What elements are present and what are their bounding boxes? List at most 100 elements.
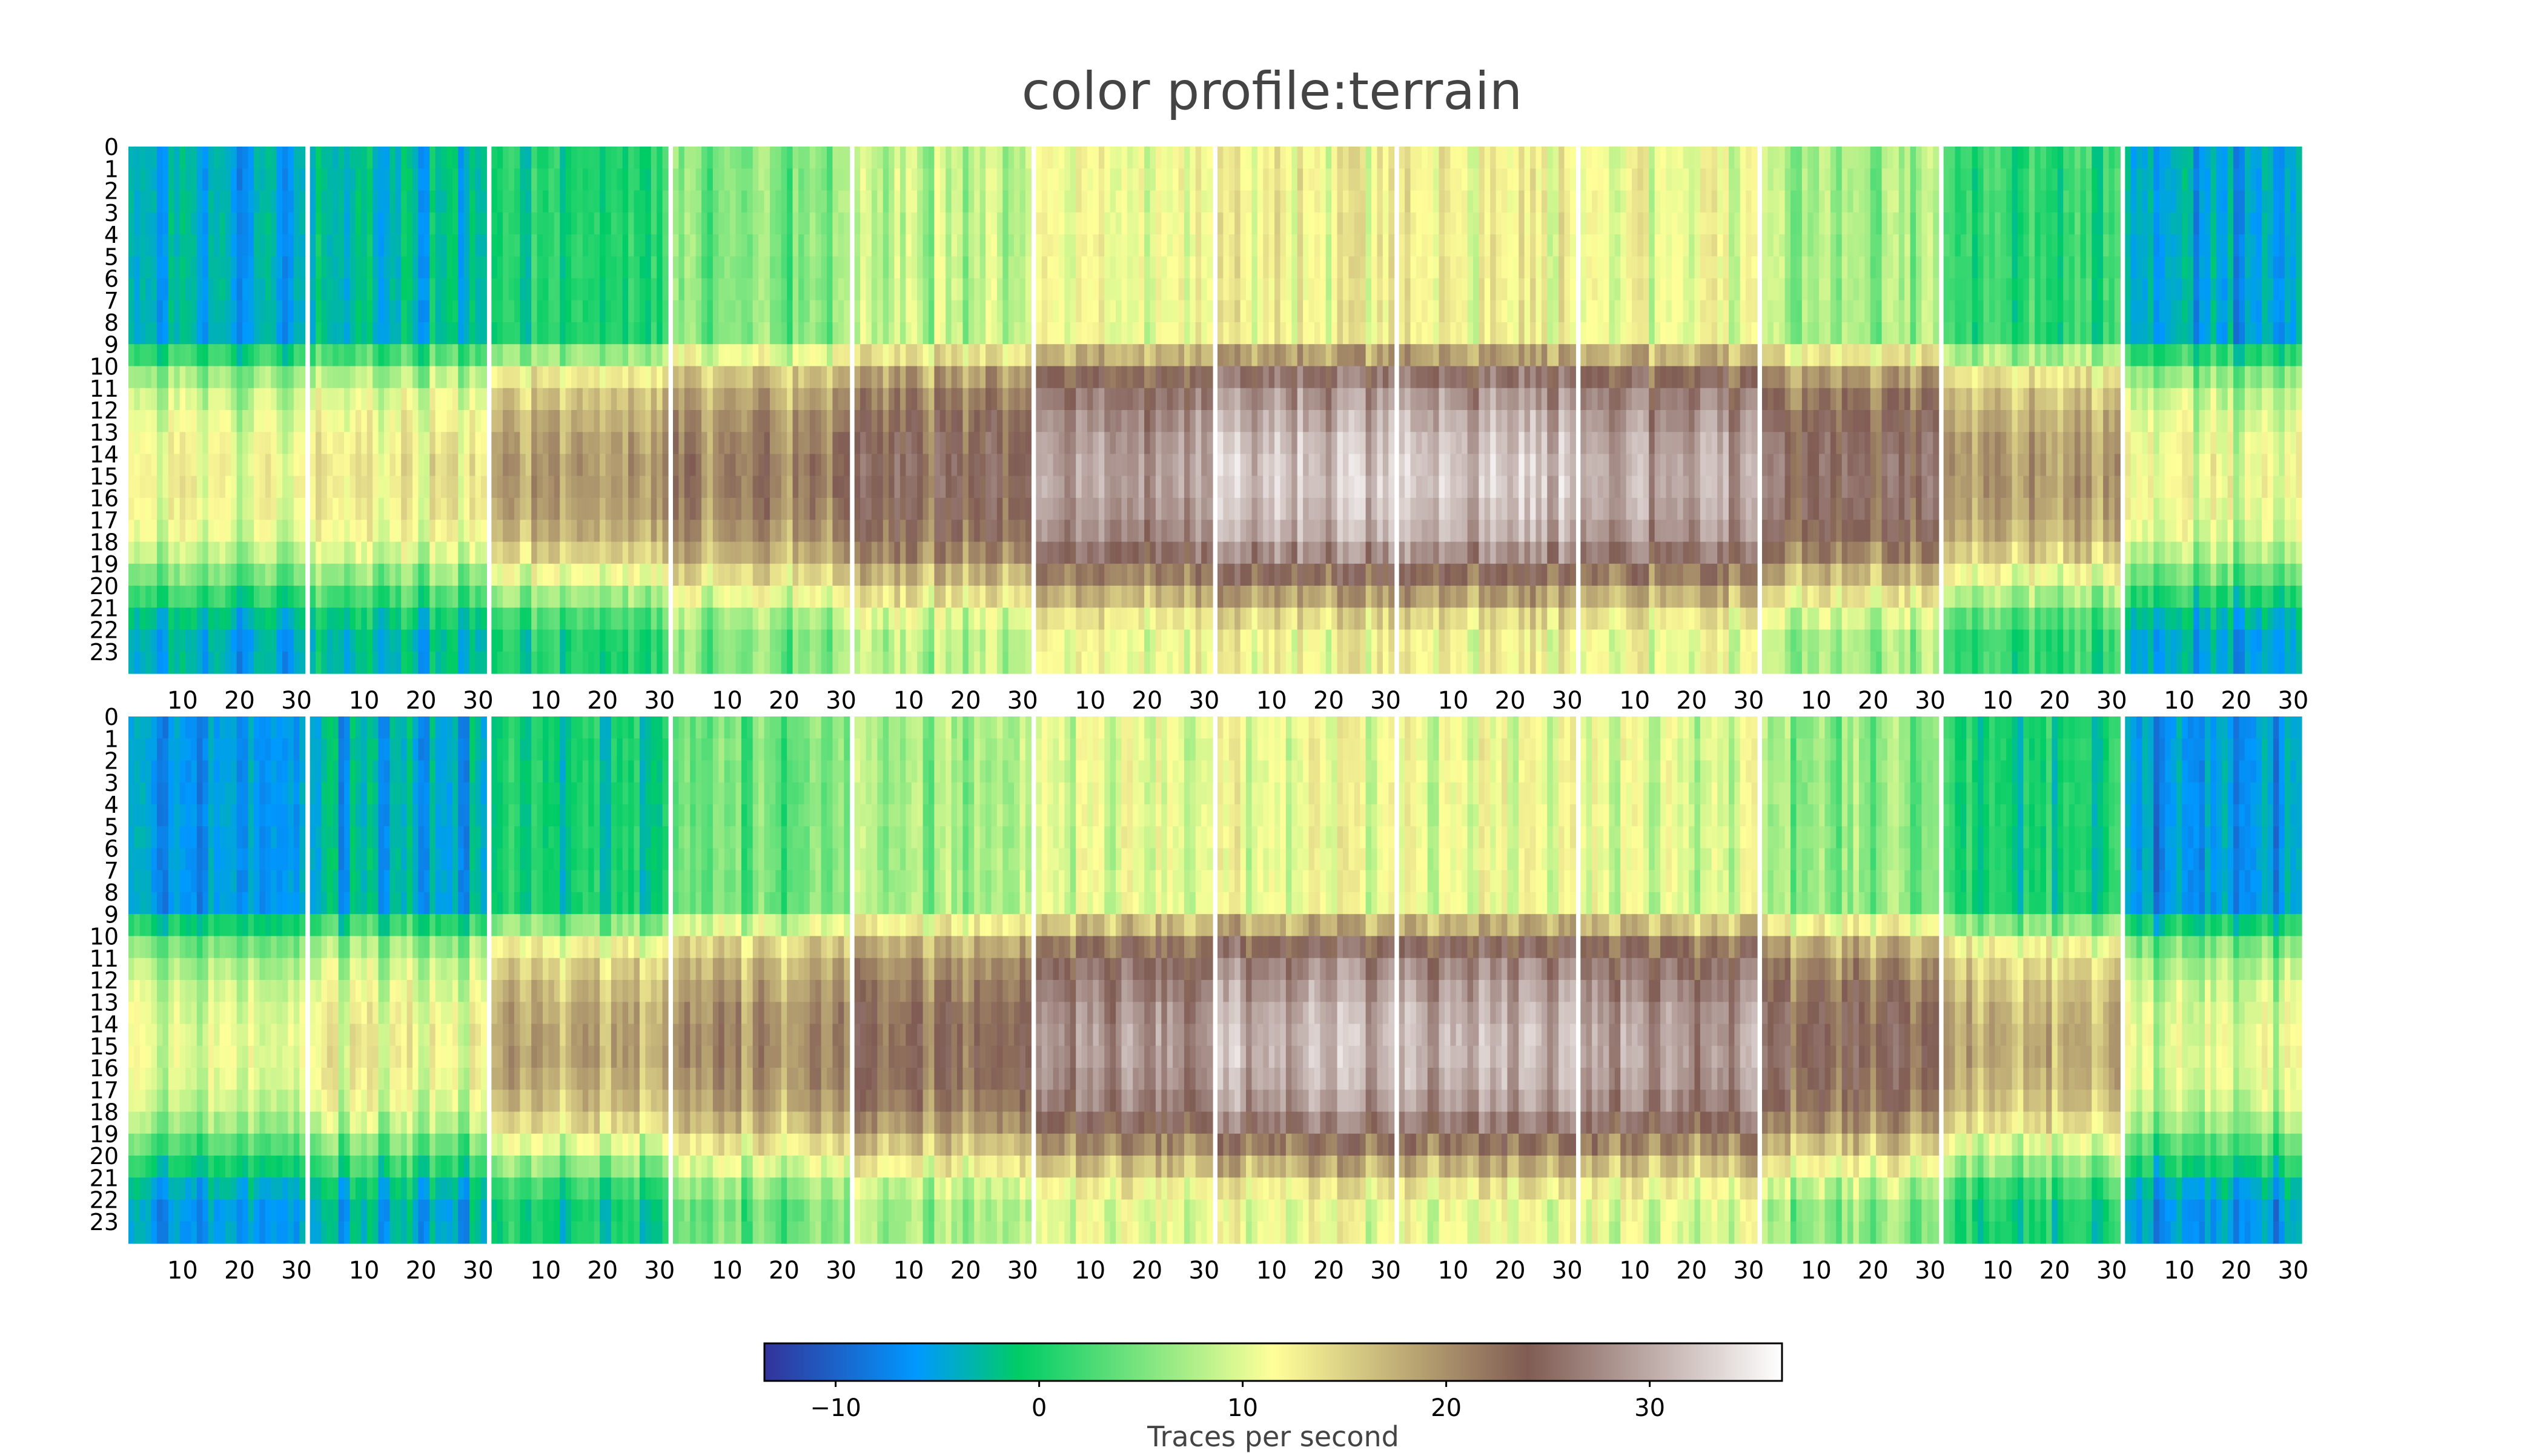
heatmap-cell bbox=[225, 410, 231, 432]
heatmap-cell bbox=[384, 234, 390, 257]
heatmap-cell bbox=[583, 454, 589, 477]
heatmap-cell bbox=[957, 168, 963, 191]
heatmap-cell bbox=[600, 322, 606, 345]
heatmap-cell bbox=[1127, 322, 1133, 345]
heatmap-cell bbox=[883, 168, 889, 191]
heatmap-cell bbox=[957, 300, 963, 323]
heatmap-cell bbox=[640, 432, 646, 454]
heatmap-cell bbox=[1320, 344, 1326, 366]
heatmap-cell bbox=[741, 586, 747, 608]
heatmap-cell bbox=[577, 366, 583, 389]
heatmap-cell bbox=[577, 191, 583, 213]
heatmap-cell bbox=[1047, 388, 1053, 411]
heatmap-cell bbox=[860, 191, 866, 213]
heatmap-cell bbox=[577, 410, 583, 432]
heatmap-cell bbox=[168, 607, 174, 630]
heatmap-cell bbox=[1099, 300, 1105, 323]
heatmap-cell bbox=[730, 410, 736, 432]
heatmap-cell bbox=[174, 432, 180, 454]
heatmap-cell bbox=[1251, 454, 1257, 477]
heatmap-cell bbox=[1190, 147, 1196, 169]
heatmap-cell bbox=[554, 564, 560, 586]
heatmap-cell bbox=[294, 542, 300, 564]
heatmap-cell bbox=[753, 542, 759, 564]
heatmap-cell bbox=[678, 564, 684, 586]
heatmap-cell bbox=[1025, 454, 1032, 477]
heatmap-cell bbox=[1059, 344, 1065, 366]
heatmap-cell bbox=[1053, 279, 1059, 301]
heatmap-cell bbox=[1263, 520, 1269, 542]
heatmap-cell bbox=[821, 454, 827, 477]
heatmap-cell bbox=[946, 498, 952, 520]
heatmap-cell bbox=[872, 476, 878, 498]
heatmap-cell bbox=[373, 476, 379, 498]
heatmap-cell bbox=[1002, 322, 1009, 345]
heatmap-cell bbox=[1251, 388, 1257, 411]
heatmap-cell bbox=[208, 256, 214, 279]
heatmap-cell bbox=[583, 652, 589, 674]
heatmap-cell bbox=[832, 607, 838, 630]
heatmap-cell bbox=[441, 279, 447, 301]
heatmap-cell bbox=[810, 344, 816, 366]
heatmap-cell bbox=[157, 630, 163, 652]
heatmap-cell bbox=[663, 279, 669, 301]
x-tick-label: 30 bbox=[826, 687, 856, 715]
heatmap-cell bbox=[1201, 520, 1207, 542]
heatmap-cell bbox=[321, 454, 327, 477]
heatmap-cell bbox=[1059, 213, 1065, 235]
heatmap-cell bbox=[793, 542, 799, 564]
heatmap-cell bbox=[634, 607, 640, 630]
heatmap-cell bbox=[339, 344, 345, 366]
heatmap-cell bbox=[1025, 542, 1032, 564]
heatmap-cell bbox=[707, 542, 713, 564]
heatmap-cell bbox=[1087, 256, 1093, 279]
heatmap-cell bbox=[952, 498, 958, 520]
heatmap-cell bbox=[1196, 454, 1202, 477]
heatmap-cell bbox=[548, 520, 554, 542]
heatmap-cell bbox=[1303, 520, 1309, 542]
heatmap-cell bbox=[770, 520, 776, 542]
heatmap-cell bbox=[577, 564, 583, 586]
heatmap-cell bbox=[537, 607, 543, 630]
heatmap-cell bbox=[151, 607, 157, 630]
heatmap-cell bbox=[600, 388, 606, 411]
heatmap-cell bbox=[1179, 410, 1185, 432]
heatmap-cell bbox=[520, 256, 526, 279]
heatmap-cell bbox=[1133, 147, 1139, 169]
heatmap-cell bbox=[997, 476, 1003, 498]
heatmap-cell bbox=[157, 191, 163, 213]
heatmap-cell bbox=[923, 476, 929, 498]
heatmap-cell bbox=[429, 256, 436, 279]
heatmap-cell bbox=[1251, 498, 1257, 520]
heatmap-cell bbox=[277, 476, 283, 498]
heatmap-cell bbox=[1251, 300, 1257, 323]
heatmap-cell bbox=[934, 191, 940, 213]
heatmap-cell bbox=[1190, 542, 1196, 564]
heatmap-cell bbox=[162, 498, 168, 520]
heatmap-cell bbox=[1314, 520, 1320, 542]
heatmap-cell bbox=[1150, 520, 1156, 542]
heatmap-cell bbox=[407, 652, 413, 674]
heatmap-cell bbox=[151, 520, 157, 542]
heatmap-cell bbox=[1110, 168, 1116, 191]
heatmap-cell bbox=[940, 256, 946, 279]
heatmap-cell bbox=[678, 498, 684, 520]
heatmap-cell bbox=[651, 520, 657, 542]
heatmap-cell bbox=[583, 191, 589, 213]
heatmap-cell bbox=[775, 630, 781, 652]
heatmap-cell bbox=[883, 652, 889, 674]
heatmap-cell bbox=[946, 344, 952, 366]
heatmap-cell bbox=[1099, 607, 1105, 630]
heatmap-cell bbox=[1207, 476, 1213, 498]
heatmap-cell bbox=[174, 520, 180, 542]
heatmap-cell bbox=[526, 432, 532, 454]
heatmap-cell bbox=[810, 498, 816, 520]
heatmap-cell bbox=[509, 366, 515, 389]
heatmap-cell bbox=[663, 432, 669, 454]
heatmap-cell bbox=[724, 322, 730, 345]
heatmap-cell bbox=[724, 300, 730, 323]
heatmap-cell bbox=[1309, 322, 1315, 345]
heatmap-cell bbox=[929, 322, 935, 345]
heatmap-cell bbox=[271, 520, 277, 542]
heatmap-cell bbox=[1201, 652, 1207, 674]
